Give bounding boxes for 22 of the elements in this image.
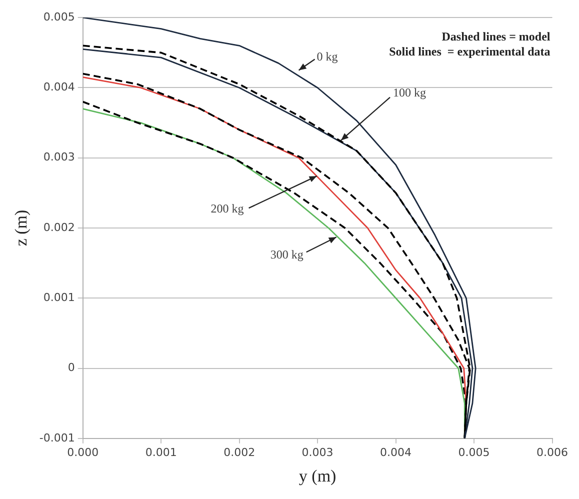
x-tick-label: 0.001	[145, 446, 177, 459]
y-tick-label: 0	[68, 361, 75, 374]
x-tick-label: 0.006	[536, 446, 568, 459]
x-tick-label: 0.004	[380, 446, 412, 459]
annotation: Dashed lines = model	[442, 30, 551, 44]
x-tick-label: 0.002	[224, 446, 256, 459]
annotation: 300 kg	[270, 247, 304, 262]
y-tick-label: 0.005	[43, 10, 75, 24]
y-tick-label: 0.001	[43, 290, 75, 304]
annotation: Solid lines = experimental data	[389, 44, 550, 59]
annotation: 100 kg	[393, 85, 426, 100]
y-axis-title: z (m)	[12, 210, 31, 246]
x-axis-title: y (m)	[298, 466, 336, 486]
annotation: 0 kg	[316, 49, 338, 64]
y-tick-label: -0.001	[39, 431, 75, 444]
annotation: 200 kg	[210, 201, 244, 216]
y-tick-label: 0.003	[43, 150, 75, 164]
x-tick-label: 0.005	[458, 446, 490, 459]
y-tick-label: 0.002	[43, 220, 75, 234]
y-tick-label: 0.004	[43, 80, 75, 94]
x-tick-label: 0.000	[67, 446, 99, 459]
x-tick-label: 0.003	[302, 446, 334, 459]
